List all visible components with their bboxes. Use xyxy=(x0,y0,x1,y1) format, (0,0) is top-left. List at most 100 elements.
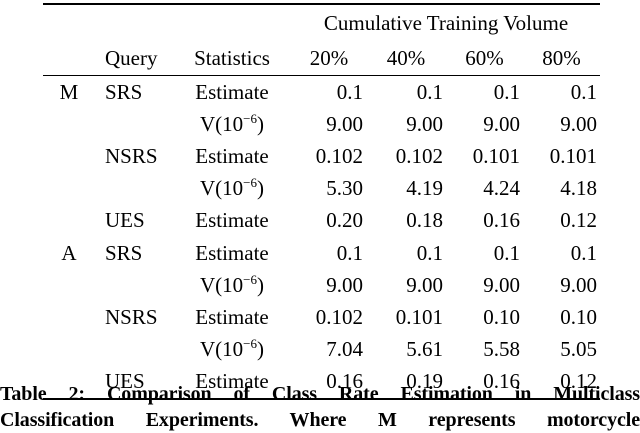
cell-value: 0.16 xyxy=(483,208,521,233)
cell-group-label xyxy=(43,301,95,333)
cell-value: 0.101 xyxy=(395,304,444,329)
table-row: NSRS Estimate 0.102 0.102 0.101 0.101 xyxy=(43,140,600,172)
cell-group-label: A xyxy=(61,240,77,265)
table-caption: Table 2: Comparison of Class Rate Estima… xyxy=(0,381,640,433)
cell-value: 9.00 xyxy=(406,111,444,136)
cell-value: 0.1 xyxy=(336,79,364,104)
cell-group-label xyxy=(43,205,95,237)
cell-value: 0.101 xyxy=(472,143,521,168)
cell-statistic: V(10−6) xyxy=(200,175,265,201)
cell-value: 0.20 xyxy=(326,208,364,233)
cell-query xyxy=(95,269,172,301)
cell-statistic: V(10−6) xyxy=(200,110,265,136)
cell-value: 0.1 xyxy=(493,240,521,265)
class-rate-table: Cumulative Training Volume Query Statist… xyxy=(43,3,601,400)
cell-statistic: Estimate xyxy=(195,143,269,168)
cell-query: UES xyxy=(105,208,145,233)
cell-value: 4.18 xyxy=(560,176,598,201)
cell-query xyxy=(95,108,172,140)
caption-line-2: Classification Experiments. Where M repr… xyxy=(0,409,640,431)
cell-query xyxy=(95,173,172,205)
cell-query: SRS xyxy=(105,240,143,265)
column-header-20pct: 20% xyxy=(292,42,367,76)
cell-value: 9.00 xyxy=(326,111,364,136)
cell-value: 0.1 xyxy=(570,79,598,104)
cell-value: 5.58 xyxy=(483,337,521,362)
table-row: V(10−6) 9.00 9.00 9.00 9.00 xyxy=(43,269,600,301)
cell-value: 7.04 xyxy=(326,337,364,362)
statistic-exponent: −6 xyxy=(243,336,258,352)
cell-value: 0.12 xyxy=(560,208,598,233)
cell-query: NSRS xyxy=(105,143,158,168)
column-header-statistics: Statistics xyxy=(172,42,293,76)
cell-group-label xyxy=(43,140,95,172)
cell-value: 9.00 xyxy=(560,272,598,297)
cell-value: 0.1 xyxy=(336,240,364,265)
cell-value: 0.102 xyxy=(395,143,444,168)
cell-value: 0.19 xyxy=(406,369,444,394)
table-row: M SRS Estimate 0.1 0.1 0.1 0.1 xyxy=(43,76,600,109)
spanner-header-row: Cumulative Training Volume xyxy=(43,4,600,42)
cell-group-label xyxy=(43,334,95,366)
column-header-40pct: 40% xyxy=(366,42,447,76)
cell-value: 0.1 xyxy=(416,79,444,104)
cell-value: 9.00 xyxy=(483,272,521,297)
cell-value: 0.16 xyxy=(326,369,364,394)
cell-value: 0.101 xyxy=(549,143,598,168)
cell-statistic: V(10−6) xyxy=(200,271,265,297)
cell-value: 0.1 xyxy=(493,79,521,104)
cell-value: 0.1 xyxy=(416,240,444,265)
results-table: Cumulative Training Volume Query Statist… xyxy=(43,3,601,400)
cell-statistic: Estimate xyxy=(195,79,269,104)
cell-group-label xyxy=(43,173,95,205)
cell-value: 0.102 xyxy=(315,304,364,329)
table-row: NSRS Estimate 0.102 0.101 0.10 0.10 xyxy=(43,301,600,333)
cell-statistic: V(10−6) xyxy=(200,336,265,362)
cell-group-label: M xyxy=(59,79,79,104)
cell-value: 4.19 xyxy=(406,176,444,201)
statistic-exponent: −6 xyxy=(243,110,258,126)
statistic-exponent: −6 xyxy=(243,175,258,191)
table-row: UES Estimate 0.16 0.19 0.16 0.12 xyxy=(43,366,600,399)
cell-value: 0.12 xyxy=(560,369,598,394)
table-body: M SRS Estimate 0.1 0.1 0.1 0.1 V(10−6) 9.00 9.00 9… xyxy=(43,76,600,399)
table-row: UES Estimate 0.20 0.18 0.16 0.12 xyxy=(43,205,600,237)
table-row: V(10−6) 9.00 9.00 9.00 9.00 xyxy=(43,108,600,140)
cell-value: 4.24 xyxy=(483,176,521,201)
cell-query: UES xyxy=(105,369,145,394)
cell-statistic: Estimate xyxy=(195,369,269,394)
column-header-row: Query Statistics 20% 40% 60% 80% xyxy=(43,42,601,76)
cell-value: 5.05 xyxy=(560,337,598,362)
cell-value: 0.10 xyxy=(560,304,598,329)
cell-value: 9.00 xyxy=(406,272,444,297)
column-header-80pct: 80% xyxy=(523,42,601,76)
column-header-60pct: 60% xyxy=(446,42,524,76)
cell-statistic: Estimate xyxy=(195,304,269,329)
cell-query: NSRS xyxy=(105,304,158,329)
cell-value: 0.18 xyxy=(406,208,444,233)
table-row: V(10−6) 5.30 4.19 4.24 4.18 xyxy=(43,173,600,205)
cell-value: 0.1 xyxy=(570,240,598,265)
cell-value: 0.10 xyxy=(483,304,521,329)
spanner-header: Cumulative Training Volume xyxy=(323,11,569,35)
cell-statistic: Estimate xyxy=(195,240,269,265)
cell-value: 9.00 xyxy=(326,272,364,297)
cell-value: 9.00 xyxy=(483,111,521,136)
column-header-group xyxy=(43,42,95,76)
cell-value: 0.16 xyxy=(483,369,521,394)
cell-value: 0.102 xyxy=(315,143,364,168)
cell-statistic: Estimate xyxy=(195,208,269,233)
caption-line-1: Table 2: Comparison of Class Rate Estima… xyxy=(0,383,640,405)
cell-group-label xyxy=(43,108,95,140)
cell-value: 9.00 xyxy=(560,111,598,136)
spanner-empty-cell xyxy=(43,4,292,42)
statistic-exponent: −6 xyxy=(243,271,258,287)
table-row: A SRS Estimate 0.1 0.1 0.1 0.1 xyxy=(43,237,600,269)
cell-value: 5.30 xyxy=(326,176,364,201)
cell-query xyxy=(95,334,172,366)
cell-value: 5.61 xyxy=(406,337,444,362)
cell-group-label xyxy=(43,269,95,301)
column-header-query: Query xyxy=(95,42,172,76)
table-row: V(10−6) 7.04 5.61 5.58 5.05 xyxy=(43,334,600,366)
cell-query: SRS xyxy=(105,79,143,104)
